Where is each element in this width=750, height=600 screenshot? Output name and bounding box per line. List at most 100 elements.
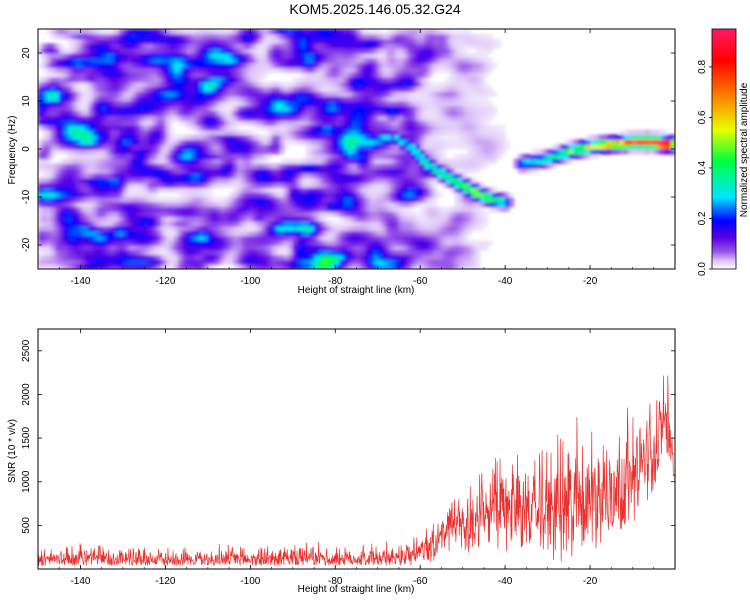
heatmap-cell <box>237 192 243 198</box>
heatmap-cell <box>454 48 460 54</box>
heatmap-cell <box>364 91 370 97</box>
heatmap-cell <box>220 77 226 83</box>
heatmap-cell <box>292 206 298 212</box>
heatmap-cell <box>458 245 464 251</box>
heatmap-cell <box>190 216 196 222</box>
heatmap-cell <box>178 259 183 265</box>
heatmap-cell <box>195 221 200 227</box>
heatmap-cell <box>38 201 43 208</box>
heatmap-cell <box>71 81 77 88</box>
heatmap-cell <box>288 249 294 256</box>
heatmap-cell <box>390 230 396 236</box>
heatmap-cell <box>54 144 60 150</box>
heatmap-cell <box>454 53 460 59</box>
heatmap-cell <box>454 105 460 112</box>
heatmap-cell <box>415 259 421 265</box>
heatmap-cell <box>428 221 434 227</box>
heatmap-cell <box>127 67 133 73</box>
heatmap-cell <box>220 153 226 160</box>
heatmap-cell <box>309 48 315 54</box>
heatmap-cell <box>483 110 489 116</box>
heatmap-cell <box>148 81 154 88</box>
heatmap-cell <box>445 125 451 131</box>
heatmap-cell <box>135 125 141 131</box>
heatmap-cell <box>539 153 544 160</box>
heatmap-cell <box>178 158 183 164</box>
heatmap-cell <box>471 177 477 184</box>
heatmap-cell <box>161 211 166 217</box>
heatmap-cell <box>415 144 421 150</box>
heatmap-cell <box>466 77 472 83</box>
heatmap-cell <box>97 139 103 145</box>
heatmap-cell <box>63 206 69 212</box>
heatmap-cell <box>348 254 353 260</box>
heatmap-cell <box>322 158 328 164</box>
heatmap-cell <box>297 211 302 217</box>
heatmap-cell <box>377 249 383 256</box>
heatmap-cell <box>93 182 99 188</box>
heatmap-cell <box>122 211 128 217</box>
heatmap-cell <box>246 53 251 59</box>
heatmap-cell <box>488 192 493 198</box>
heatmap-cell <box>381 105 387 112</box>
heatmap-cell <box>101 153 107 160</box>
heatmap-cell <box>165 168 171 174</box>
heatmap-cell <box>364 173 370 179</box>
heatmap-cell <box>241 62 247 68</box>
heatmap-cell <box>377 192 383 198</box>
heatmap-cell <box>411 67 417 73</box>
heatmap-cell <box>288 225 294 232</box>
heatmap-cell <box>386 249 392 256</box>
heatmap-cell <box>84 221 90 227</box>
heatmap-cell <box>331 259 336 265</box>
heatmap-cell <box>318 177 324 184</box>
heatmap-cell <box>50 168 56 174</box>
heatmap-cell <box>403 72 409 78</box>
heatmap-cell <box>632 139 638 145</box>
heatmap-cell <box>275 139 281 145</box>
heatmap-cell <box>292 125 298 131</box>
heatmap-cell <box>203 173 209 179</box>
heatmap-cell <box>318 264 324 269</box>
heatmap-cell <box>348 77 353 83</box>
heatmap-cell <box>207 72 213 78</box>
heatmap-cell <box>420 110 426 116</box>
heatmap-cell <box>492 144 498 150</box>
heatmap-cell <box>445 230 451 236</box>
heatmap-cell <box>284 53 290 59</box>
heatmap-cell <box>135 158 141 164</box>
heatmap-cell <box>492 125 498 131</box>
heatmap-cell <box>110 197 116 203</box>
heatmap-cell <box>284 235 290 241</box>
heatmap-cell <box>377 182 383 188</box>
heatmap-cell <box>118 96 124 102</box>
heatmap-cell <box>356 86 362 92</box>
heatmap-cell <box>335 48 341 54</box>
heatmap-cell <box>169 264 175 269</box>
heatmap-cell <box>309 144 315 150</box>
heatmap-cell <box>63 163 69 169</box>
heatmap-cell <box>415 110 421 116</box>
heatmap-cell <box>182 110 188 116</box>
heatmap-cell <box>127 187 133 193</box>
heatmap-cell <box>241 120 247 126</box>
heatmap-cell <box>437 139 443 145</box>
heatmap-cell <box>110 81 116 88</box>
heatmap-cell <box>373 163 379 169</box>
heatmap-cell <box>182 57 188 64</box>
heatmap-cell <box>139 163 145 169</box>
heatmap-cell <box>237 57 243 64</box>
heatmap-cell <box>360 245 366 251</box>
heatmap-cell <box>122 225 128 232</box>
heatmap-cell <box>466 230 472 236</box>
heatmap-cell <box>403 259 409 265</box>
heatmap-cell <box>297 201 302 208</box>
heatmap-cell <box>80 211 86 217</box>
heatmap-cell <box>348 249 353 256</box>
heatmap-cell <box>369 225 375 232</box>
heatmap-cell <box>407 57 413 64</box>
heatmap-cell <box>165 206 171 212</box>
heatmap-cell <box>97 43 103 49</box>
heatmap-cell <box>394 187 400 193</box>
heatmap-cell <box>301 81 307 88</box>
